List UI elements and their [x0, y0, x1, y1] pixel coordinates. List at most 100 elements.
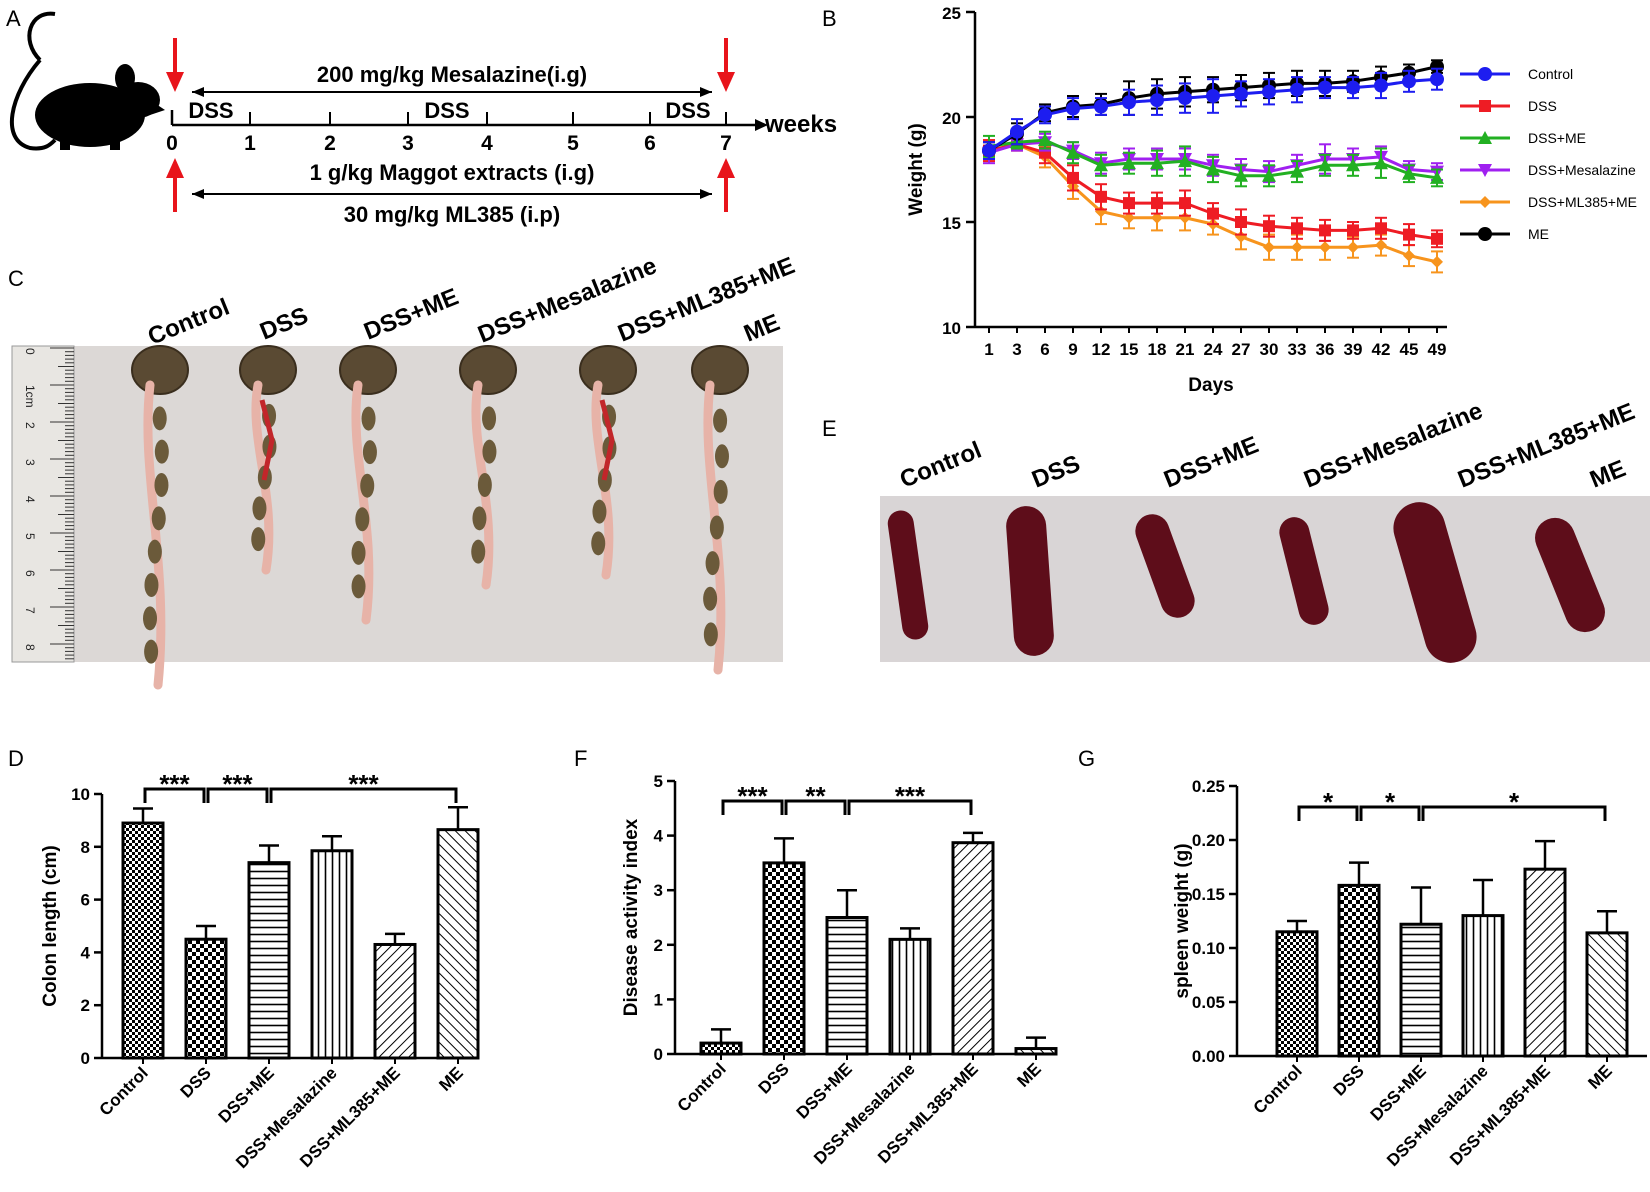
legend-label: DSS: [1528, 98, 1557, 114]
panel-letter-c: C: [8, 266, 24, 291]
x-tick-label: ME: [1584, 1061, 1615, 1092]
data-point: [1291, 241, 1303, 254]
mouse-silhouette-icon: [9, 11, 165, 151]
data-point: [1122, 95, 1136, 110]
x-tick-label: Control: [674, 1059, 730, 1115]
significance-bracket: [206, 787, 269, 803]
significance-label: *: [1323, 787, 1334, 817]
fecal-pellet: [713, 479, 728, 504]
y-tick-label: 0.25: [1192, 777, 1225, 796]
panel-letter-f: F: [574, 746, 587, 771]
week-tick-7: 7: [720, 132, 732, 155]
series-dss-me: [982, 130, 1444, 188]
ml385-span-arrow: [192, 189, 712, 199]
x-tick-label: 36: [1316, 340, 1335, 359]
fecal-pellet: [709, 515, 724, 540]
spleen-label-me: ME: [1586, 455, 1629, 494]
data-point: [1123, 211, 1135, 224]
x-tick-label: DSS: [755, 1059, 793, 1097]
data-point: [1235, 216, 1247, 228]
significance-bracket: [269, 787, 458, 803]
data-point: [1478, 131, 1492, 144]
x-tick-label: 27: [1232, 340, 1251, 359]
bar-dss-mesalazine: [888, 937, 932, 1056]
fecal-pellet: [251, 527, 266, 552]
spleen-photo-background: [880, 496, 1650, 662]
ruler-number: 0: [23, 348, 37, 355]
data-point: [1403, 249, 1415, 262]
y-tick-label: 4: [654, 827, 664, 846]
x-tick-label: DSS: [177, 1063, 215, 1101]
maggot-extract-label: 1 g/kg Maggot extracts (i.g): [310, 160, 595, 185]
data-point: [1094, 99, 1108, 114]
week-tick-3: 3: [402, 132, 414, 155]
y-tick-label: 10: [71, 785, 90, 804]
ruler-number: 5: [23, 533, 37, 540]
significance-label: ***: [222, 769, 253, 799]
data-point: [1067, 171, 1079, 184]
fecal-pellet: [482, 439, 497, 464]
colon-specimen: [239, 345, 297, 575]
data-point: [1038, 107, 1052, 122]
bar-me: [436, 828, 480, 1060]
cecum: [459, 345, 517, 395]
bar-dss: [184, 937, 228, 1060]
ruler-number: 1cm: [23, 385, 37, 408]
significance-label: **: [805, 781, 826, 811]
x-tick-label: DSS+ME: [215, 1063, 278, 1126]
panel-letter-a: A: [6, 6, 21, 31]
data-point: [1347, 224, 1359, 237]
red-arrow-top-left-icon: [166, 38, 184, 92]
y-tick-label: 20: [942, 109, 961, 128]
data-point: [1431, 232, 1443, 245]
data-point: [1151, 211, 1163, 224]
y-tick-label: 1: [654, 990, 663, 1009]
weeks-unit-label: weeks: [764, 111, 837, 138]
x-axis-label: Days: [1188, 375, 1233, 396]
week-tick-1: 1: [244, 132, 256, 155]
bar-dss-mesalazine: [310, 849, 354, 1060]
bar-dss-me: [1399, 922, 1443, 1058]
data-point: [1150, 93, 1164, 108]
data-point: [1346, 80, 1360, 95]
week-tick-0: 0: [166, 132, 178, 155]
data-point: [1402, 74, 1416, 89]
data-point: [1095, 190, 1107, 203]
colon-specimen: [339, 345, 397, 625]
spleen-label-dss: DSS: [1028, 450, 1084, 494]
data-point: [1150, 156, 1164, 170]
fecal-pellet: [471, 539, 486, 564]
bar-dss-me: [825, 916, 869, 1056]
fecal-pellet: [144, 573, 159, 597]
week-tick-4: 4: [481, 132, 493, 155]
bar-me: [1585, 931, 1629, 1058]
data-point: [1403, 228, 1415, 241]
x-tick-label: 49: [1428, 340, 1447, 359]
data-point: [1151, 197, 1163, 210]
data-point: [1430, 72, 1444, 87]
data-point: [1318, 80, 1332, 95]
colon-label-dss: DSS: [256, 302, 312, 346]
spleen-photo-panel: Control DSS DSS+ME DSS+Mesalazine DSS+ML…: [880, 397, 1650, 663]
bleeding-region: [259, 399, 275, 481]
x-tick-label: Control: [1250, 1061, 1306, 1117]
x-tick-label: 15: [1120, 340, 1139, 359]
colon-length-bar-chart: 0 2 4 6 8 10 Colon length (cm) Control DSS DSS+ME…: [40, 769, 480, 1172]
colon-specimen: [459, 345, 517, 590]
fecal-pellet: [360, 473, 375, 498]
y-tick-label: 2: [654, 936, 663, 955]
timeline-axis: [170, 110, 768, 131]
bar-dss: [762, 861, 806, 1056]
colon-specimen: [131, 345, 189, 690]
y-tick-label: 25: [942, 4, 961, 23]
ruler-number: 7: [23, 607, 37, 614]
data-point: [1375, 222, 1387, 235]
x-tick-label: 39: [1344, 340, 1363, 359]
data-point: [1262, 168, 1276, 182]
x-tick-label: ME: [435, 1063, 466, 1094]
data-point: [1478, 67, 1492, 81]
y-axis-label: Colon length (cm): [40, 845, 61, 1006]
fecal-pellet: [592, 499, 607, 524]
data-point: [1179, 197, 1191, 210]
x-tick-label: 18: [1148, 340, 1167, 359]
